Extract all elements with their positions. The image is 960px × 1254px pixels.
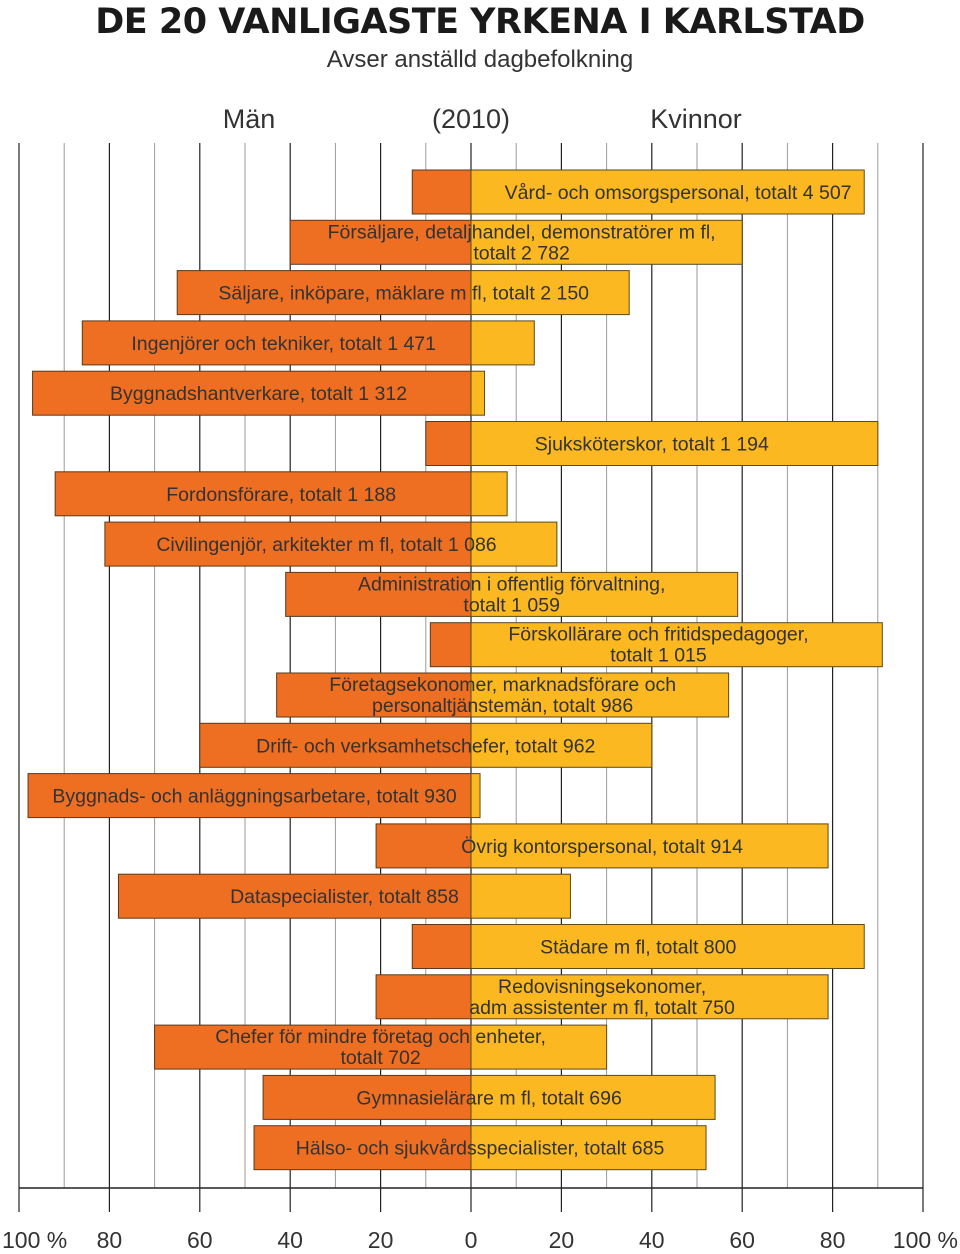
chart-title: DE 20 VANLIGASTE YRKENA I KARLSTAD bbox=[95, 2, 865, 42]
x-tick-label: 60 bbox=[729, 1227, 755, 1253]
bar-women bbox=[470, 571, 739, 617]
bar-men bbox=[32, 370, 472, 416]
bar-label: Fordonsförare, totalt 1 188 bbox=[166, 484, 396, 506]
bar-men bbox=[425, 421, 472, 466]
bar-label: personaltjänstemän, totalt 986 bbox=[372, 695, 633, 717]
bar-women bbox=[470, 320, 535, 366]
bar-women bbox=[470, 1074, 716, 1120]
bar-men bbox=[262, 1074, 472, 1120]
bar-label: Försäljare, detaljhandel, demonstratörer… bbox=[328, 221, 716, 243]
bar-women bbox=[470, 873, 571, 919]
bar-women bbox=[470, 169, 865, 215]
bar-label: Vård- och omsorgspersonal, totalt 4 507 bbox=[505, 182, 852, 204]
bar-label: Företagsekonomer, marknadsförare och bbox=[329, 674, 676, 696]
bar-label: Byggnads- och anläggningsarbetare, total… bbox=[52, 786, 457, 808]
bar-label: Sjuksköterskor, totalt 1 194 bbox=[535, 434, 769, 456]
bar-label: Förskollärare och fritidspedagoger, bbox=[508, 624, 808, 646]
x-tick-label: 0 bbox=[465, 1227, 478, 1253]
x-tick-label: 80 bbox=[97, 1227, 123, 1253]
bar-women bbox=[470, 672, 730, 718]
bar-labels: Vård- och omsorgspersonal, totalt 4 507 F… bbox=[52, 182, 851, 1160]
bar-men bbox=[276, 672, 472, 718]
x-tick-label: 20 bbox=[368, 1227, 394, 1253]
bar-label: Chefer för mindre företag och enheter, bbox=[215, 1026, 546, 1048]
x-tick-label: 60 bbox=[187, 1227, 213, 1253]
bar-men bbox=[429, 622, 472, 668]
bar-men bbox=[375, 823, 472, 869]
bar-women bbox=[470, 823, 829, 869]
bar-men bbox=[176, 270, 472, 316]
bar-label: Drift- och verksamhetschefer, totalt 962 bbox=[256, 735, 595, 757]
women-header: Kvinnor bbox=[650, 104, 742, 134]
bar-women bbox=[470, 219, 743, 265]
bar-label: totalt 702 bbox=[340, 1047, 420, 1069]
bar-women bbox=[470, 722, 653, 768]
bar-label: totalt 1 059 bbox=[463, 594, 560, 616]
x-tick-label: 20 bbox=[549, 1227, 575, 1253]
bar-label: Övrig kontorspersonal, totalt 914 bbox=[461, 836, 743, 858]
bar-men bbox=[117, 873, 472, 919]
bar-men bbox=[54, 471, 472, 517]
x-tick-label: 100 % bbox=[2, 1227, 67, 1253]
bars bbox=[27, 169, 883, 1171]
bar-label: Säljare, inköpare, mäklare m fl, totalt … bbox=[218, 283, 589, 305]
bar-women bbox=[470, 622, 883, 668]
bar-label: Hälso- och sjukvårdsspecialister, totalt… bbox=[296, 1138, 665, 1160]
bar-women bbox=[470, 1024, 608, 1070]
bar-women bbox=[470, 974, 829, 1020]
bar-women bbox=[470, 1125, 707, 1171]
x-tick-label: 40 bbox=[277, 1227, 303, 1253]
bar-women bbox=[470, 521, 558, 567]
bar-men bbox=[285, 571, 472, 617]
bar-men bbox=[81, 320, 472, 366]
x-tick-label: 40 bbox=[639, 1227, 665, 1253]
bar-label: Städare m fl, totalt 800 bbox=[540, 937, 736, 959]
year-header: (2010) bbox=[431, 104, 511, 134]
bar-women bbox=[470, 471, 508, 517]
x-tick-label: 80 bbox=[820, 1227, 846, 1253]
x-axis: 100 % 80 60 40 20 0 20 40 60 80 100 % bbox=[2, 1227, 958, 1253]
bar-women bbox=[470, 270, 630, 316]
bar-label: Administration i offentlig förvaltning, bbox=[358, 573, 665, 595]
bar-label: Dataspecialister, totalt 858 bbox=[230, 886, 459, 908]
bar-men bbox=[253, 1125, 472, 1171]
bar-men bbox=[411, 169, 472, 215]
bar-men bbox=[411, 924, 472, 969]
bar-women bbox=[470, 421, 879, 466]
bar-men bbox=[375, 974, 472, 1020]
chart-subtitle: Avser anställd dagbefolkning bbox=[326, 46, 634, 73]
bar-women bbox=[470, 773, 481, 819]
bar-women bbox=[470, 924, 865, 969]
bar-label: Civilingenjör, arkitekter m fl, totalt 1… bbox=[156, 534, 496, 556]
bar-men bbox=[27, 773, 472, 819]
men-header: Män bbox=[222, 104, 276, 134]
bar-label: Ingenjörer och tekniker, totalt 1 471 bbox=[131, 333, 436, 355]
x-tick-label: 100 % bbox=[893, 1227, 958, 1253]
bar-label: adm assistenter m fl, totalt 750 bbox=[469, 997, 735, 1019]
bar-label: Byggnadshantverkare, totalt 1 312 bbox=[110, 383, 407, 405]
bar-label: Gymnasielärare m fl, totalt 696 bbox=[356, 1087, 622, 1109]
bar-men bbox=[154, 1024, 472, 1070]
bar-women bbox=[470, 370, 486, 416]
bar-men bbox=[199, 722, 472, 768]
bar-men bbox=[104, 521, 472, 567]
bar-label: Redovisningsekonomer, bbox=[498, 976, 706, 998]
bar-label: totalt 1 015 bbox=[610, 645, 707, 667]
bar-label: totalt 2 782 bbox=[473, 242, 570, 264]
